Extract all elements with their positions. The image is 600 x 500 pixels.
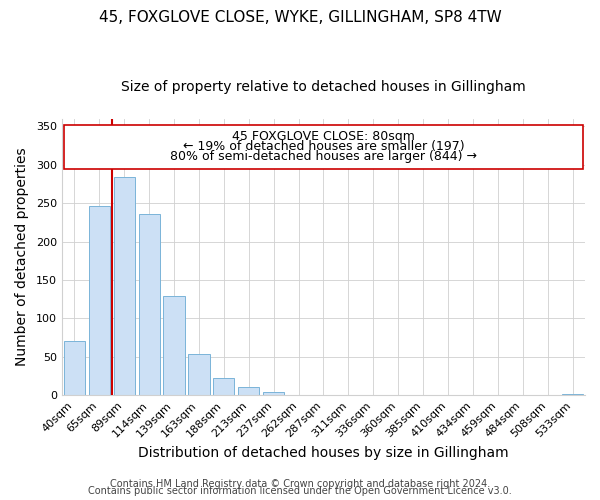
Bar (113, 177, 135, 395)
Bar (238, 387, 259, 395)
Text: Contains HM Land Registry data © Crown copyright and database right 2024.: Contains HM Land Registry data © Crown c… (110, 479, 490, 489)
Y-axis label: Number of detached properties: Number of detached properties (15, 148, 29, 366)
Text: 80% of semi-detached houses are larger (844) →: 80% of semi-detached houses are larger (… (170, 150, 477, 164)
Title: Size of property relative to detached houses in Gillingham: Size of property relative to detached ho… (121, 80, 526, 94)
FancyBboxPatch shape (64, 125, 583, 168)
X-axis label: Distribution of detached houses by size in Gillingham: Distribution of detached houses by size … (138, 446, 509, 460)
Bar (188, 354, 209, 395)
Bar (213, 378, 235, 395)
Text: ← 19% of detached houses are smaller (197): ← 19% of detached houses are smaller (19… (182, 140, 464, 153)
Bar (562, 394, 583, 395)
Bar (64, 342, 85, 395)
Bar (89, 206, 110, 395)
Text: 45 FOXGLOVE CLOSE: 80sqm: 45 FOXGLOVE CLOSE: 80sqm (232, 130, 415, 143)
Text: Contains public sector information licensed under the Open Government Licence v3: Contains public sector information licen… (88, 486, 512, 496)
Bar (263, 392, 284, 395)
Text: 45, FOXGLOVE CLOSE, WYKE, GILLINGHAM, SP8 4TW: 45, FOXGLOVE CLOSE, WYKE, GILLINGHAM, SP… (98, 10, 502, 25)
Bar (163, 296, 185, 395)
Bar (139, 214, 160, 395)
